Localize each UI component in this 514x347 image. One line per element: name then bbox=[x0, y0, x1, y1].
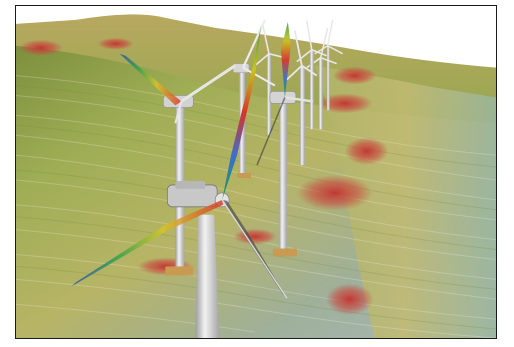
distant-turbines bbox=[254, 19, 343, 166]
simulation-viewport bbox=[15, 5, 497, 339]
flow-streamlines bbox=[16, 75, 496, 338]
turbulence-hot-spots bbox=[18, 37, 389, 316]
terrain-flank bbox=[314, 65, 496, 338]
turbine-foreground bbox=[71, 25, 288, 338]
wind-farm-render bbox=[16, 6, 496, 338]
turbine-center bbox=[256, 21, 313, 257]
